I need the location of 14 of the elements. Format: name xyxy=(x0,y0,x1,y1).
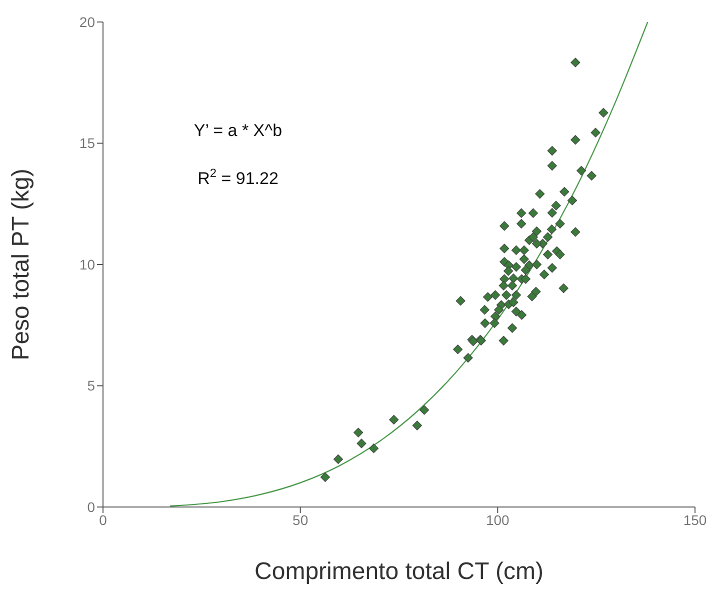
annotation: R$^{2}$ = 91.22 xyxy=(198,166,278,188)
y-tick-label: 0 xyxy=(87,498,96,515)
line-series xyxy=(169,22,648,507)
y-tick-label: 20 xyxy=(79,14,96,30)
x-tick-label: 50 xyxy=(292,512,308,528)
y-tick-label: 15 xyxy=(79,135,96,152)
y-axis-title: Peso total PT (kg) xyxy=(8,168,35,360)
annotation: Y’ = a * X^b xyxy=(194,121,282,140)
x-tick-label: 0 xyxy=(99,512,108,528)
y-tick-label: 5 xyxy=(87,378,96,394)
x-tick-label: 100 xyxy=(486,512,510,528)
x-tick-label: 150 xyxy=(683,512,707,528)
x-axis-title: Comprimento total CT (cm) xyxy=(254,558,544,585)
y-tick-label: 10 xyxy=(79,256,96,272)
